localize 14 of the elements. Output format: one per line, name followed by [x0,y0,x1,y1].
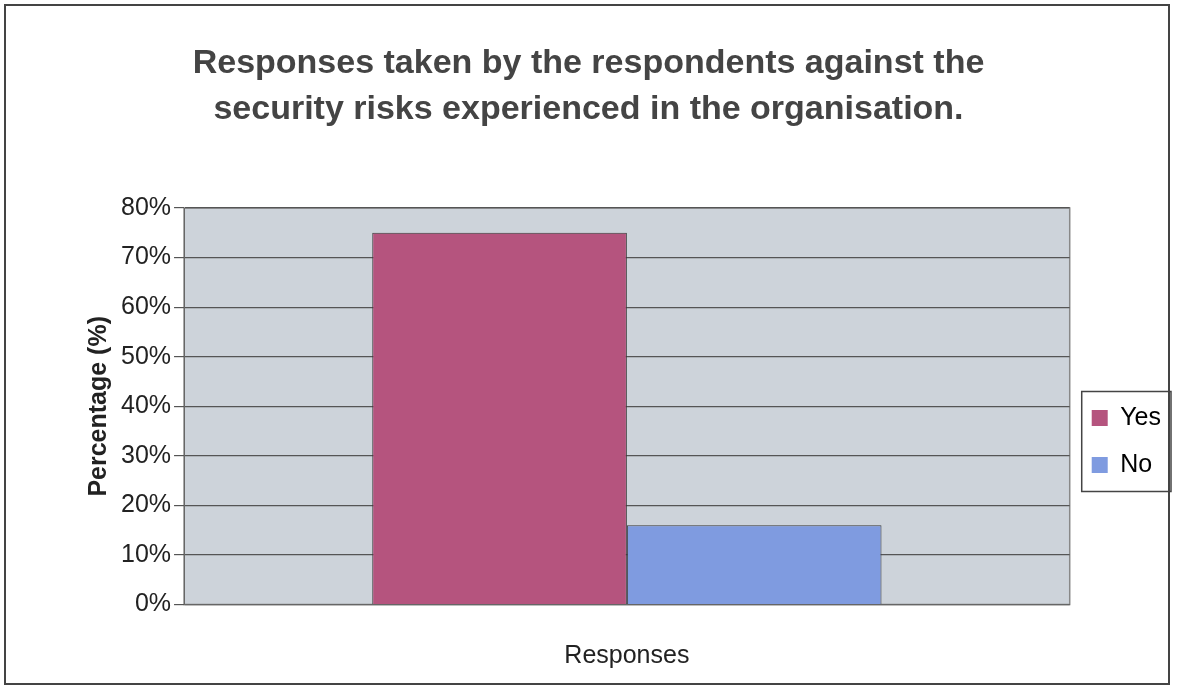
y-tick-label: 70% [120,241,172,270]
y-tick-label: 0% [134,588,172,617]
y-tick-label: 10% [120,538,172,567]
y-axis-title: Percentage (%) [82,315,111,497]
chart-title: Responses taken by the respondents against the security risks experienced in the organisation. [191,41,986,128]
legend-label: Yes [1120,401,1162,430]
y-tick-label: 30% [120,439,172,468]
x-axis-title: Responses [564,639,690,668]
y-tick-label: 20% [120,489,172,518]
legend-label: No [1120,448,1153,477]
y-tick-label: 50% [120,340,172,369]
y-tick-label: 60% [120,291,172,320]
y-tick-label: 80% [120,191,172,220]
y-tick-label: 40% [120,390,172,419]
